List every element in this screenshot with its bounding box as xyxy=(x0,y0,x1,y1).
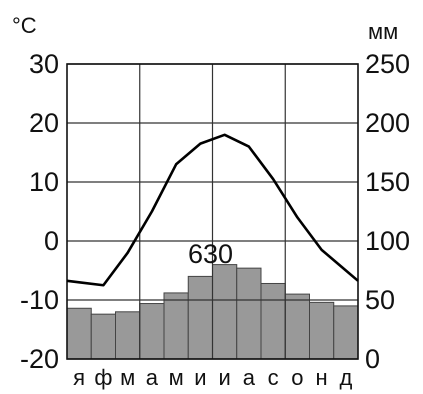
precip-bar-10 xyxy=(284,293,310,360)
left-axis-ticks: 30 20 10 0 -10 -20 xyxy=(20,49,59,374)
left-tick-label: 10 xyxy=(29,167,59,197)
precip-bar-7 xyxy=(212,264,238,360)
left-tick-label: 0 xyxy=(44,226,59,256)
temperature-line-group xyxy=(66,133,359,287)
right-axis-ticks: 250 200 150 100 50 0 xyxy=(365,49,410,374)
month-label: д xyxy=(339,365,352,390)
precip-bar-9 xyxy=(260,282,286,360)
precipitation-bars xyxy=(66,264,359,360)
left-axis-unit: °C xyxy=(12,13,37,38)
month-label: о xyxy=(291,365,303,390)
temperature-line xyxy=(66,133,359,287)
left-tick-label: -20 xyxy=(20,344,59,374)
month-label: я xyxy=(73,365,85,390)
month-label: м xyxy=(120,365,135,390)
right-axis-unit: мм xyxy=(368,19,398,44)
month-label: н xyxy=(316,365,328,390)
month-label: и xyxy=(218,365,230,390)
precip-bar-3 xyxy=(115,311,141,360)
month-label: а xyxy=(146,365,159,390)
month-label: м xyxy=(169,365,184,390)
month-label: ф xyxy=(94,365,112,390)
left-tick-label: 20 xyxy=(29,108,59,138)
right-tick-label: 150 xyxy=(365,167,410,197)
precip-bar-4 xyxy=(139,303,165,360)
right-tick-label: 250 xyxy=(365,49,410,79)
right-tick-label: 200 xyxy=(365,108,410,138)
precip-bar-12 xyxy=(333,305,359,360)
precip-bar-2 xyxy=(90,313,116,360)
precip-bar-6 xyxy=(187,275,213,360)
left-tick-label: -10 xyxy=(20,285,59,315)
left-tick-label: 30 xyxy=(29,49,59,79)
annual-total-label: 630 xyxy=(188,239,233,269)
precip-bar-1 xyxy=(66,307,92,360)
precip-bar-5 xyxy=(163,292,189,360)
month-label: и xyxy=(194,365,206,390)
right-tick-label: 100 xyxy=(365,226,410,256)
month-label: с xyxy=(268,365,279,390)
right-tick-label: 0 xyxy=(365,344,380,374)
precip-bar-8 xyxy=(236,267,262,360)
grid xyxy=(66,63,359,360)
precip-bar-11 xyxy=(309,301,335,360)
month-label: а xyxy=(243,365,256,390)
plot-frame xyxy=(66,63,359,360)
right-tick-label: 50 xyxy=(365,285,395,315)
